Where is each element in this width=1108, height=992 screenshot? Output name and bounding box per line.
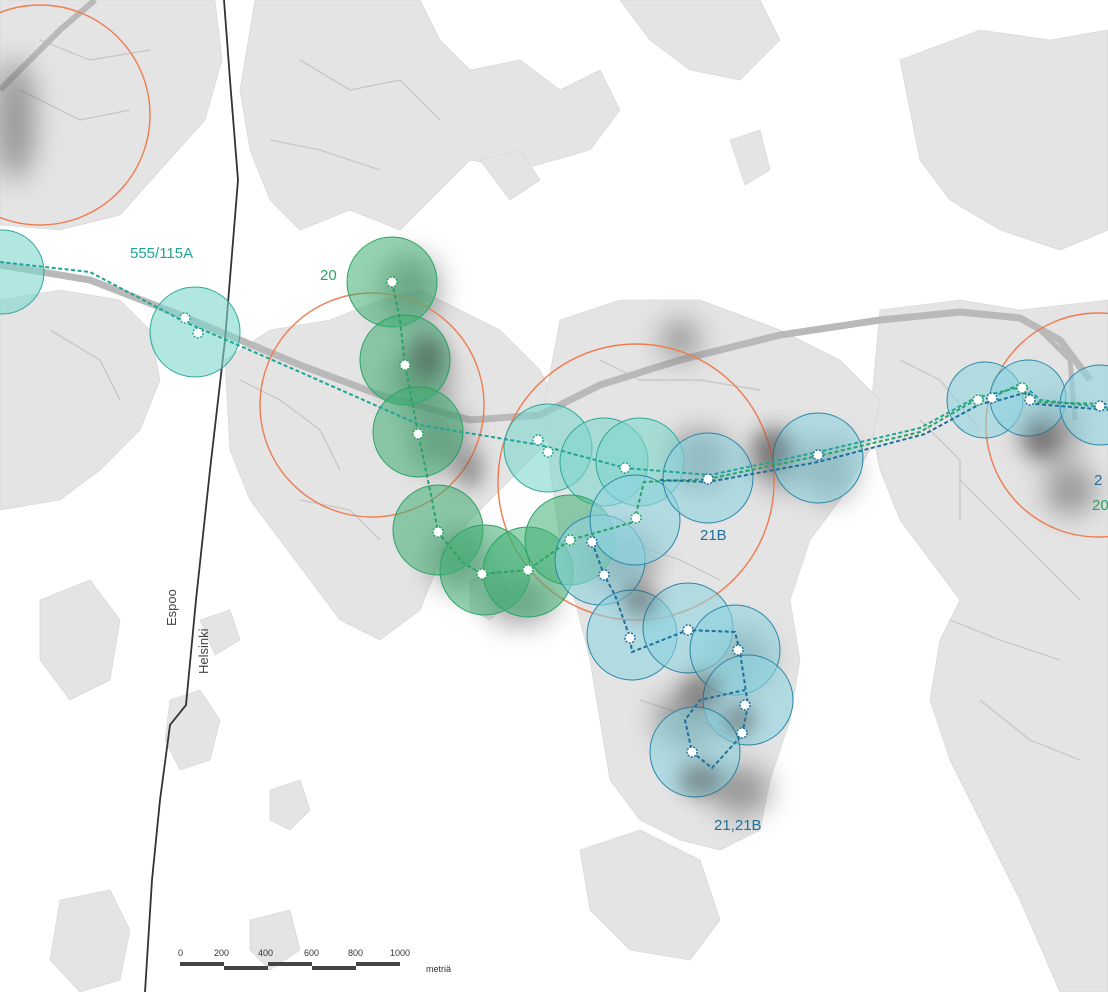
stop-marker bbox=[1094, 400, 1106, 412]
stop-marker bbox=[682, 624, 694, 636]
route-label-555-115a: 555/115A bbox=[130, 245, 193, 262]
stop-marker bbox=[986, 392, 998, 404]
stop-marker bbox=[532, 434, 544, 446]
scale-segment bbox=[356, 962, 400, 966]
scale-unit: metriä bbox=[426, 964, 451, 974]
stop-marker bbox=[702, 473, 714, 485]
stop-marker bbox=[192, 327, 204, 339]
stop-marker bbox=[630, 512, 642, 524]
land-east bbox=[869, 299, 1108, 992]
ring-northwest bbox=[0, 4, 151, 226]
land-northeast bbox=[899, 29, 1108, 251]
route-label-21b: 21B bbox=[700, 527, 727, 544]
stop-marker bbox=[619, 462, 631, 474]
scale-bar: 0 200 400 600 800 1000 metriä bbox=[178, 948, 451, 974]
land-north-islands bbox=[619, 0, 781, 81]
land-island-south-4 bbox=[269, 779, 311, 831]
land-island-south-1 bbox=[39, 579, 121, 701]
land-northwest bbox=[0, 0, 223, 231]
land-island-small-4 bbox=[199, 609, 241, 656]
route-20-line bbox=[391, 281, 1108, 576]
route-label-21-21b: 21,21B bbox=[714, 817, 762, 834]
land-island-south-3 bbox=[49, 889, 131, 992]
land-island-small-2 bbox=[729, 129, 771, 186]
stop-marker bbox=[432, 526, 444, 538]
stop-markers bbox=[179, 276, 1106, 758]
scale-tick-label: 0 bbox=[178, 948, 183, 958]
stop-marker bbox=[1024, 394, 1036, 406]
stop-marker bbox=[1016, 382, 1028, 394]
municipality-label-helsinki: Helsinki bbox=[196, 628, 211, 674]
stop-marker bbox=[812, 449, 824, 461]
stop-marker bbox=[476, 568, 488, 580]
stop-marker bbox=[522, 564, 534, 576]
stop-marker bbox=[736, 727, 748, 739]
scale-segment bbox=[180, 962, 224, 966]
stop-marker bbox=[732, 644, 744, 656]
scale-tick-label: 400 bbox=[258, 948, 273, 958]
scale-tick-label: 200 bbox=[214, 948, 229, 958]
land-island-south-2 bbox=[164, 689, 221, 771]
stop-marker bbox=[686, 746, 698, 758]
route-label-20: 20 bbox=[320, 267, 337, 284]
municipality-label-espoo: Espoo bbox=[164, 589, 179, 626]
stop-marker bbox=[739, 699, 751, 711]
stop-marker bbox=[179, 312, 191, 324]
stop-marker bbox=[598, 569, 610, 581]
land-island-small-3 bbox=[479, 149, 541, 201]
scale-tick-label: 1000 bbox=[390, 948, 410, 958]
stop-marker bbox=[412, 428, 424, 440]
land-island-south-5 bbox=[249, 909, 301, 971]
stop-marker bbox=[972, 394, 984, 406]
land-island-southeast bbox=[579, 829, 721, 961]
scale-tick-label: 800 bbox=[348, 948, 363, 958]
scale-segment bbox=[268, 962, 312, 966]
stop-marker bbox=[624, 632, 636, 644]
stop-marker bbox=[399, 359, 411, 371]
scale-segment bbox=[312, 966, 356, 970]
scale-tick-label: 600 bbox=[304, 948, 319, 958]
stop-marker bbox=[564, 534, 576, 546]
stop-marker bbox=[386, 276, 398, 288]
route-label-2-partial: 2 bbox=[1094, 472, 1102, 489]
street-layer bbox=[19, 39, 1081, 761]
route-21b-line bbox=[591, 541, 750, 770]
scale-segment bbox=[224, 966, 268, 970]
stop-marker bbox=[542, 446, 554, 458]
route-label-20-partial: 20 bbox=[1092, 497, 1108, 514]
stop-marker bbox=[586, 536, 598, 548]
municipal-border bbox=[144, 0, 239, 992]
land-espoo-west bbox=[0, 289, 161, 511]
